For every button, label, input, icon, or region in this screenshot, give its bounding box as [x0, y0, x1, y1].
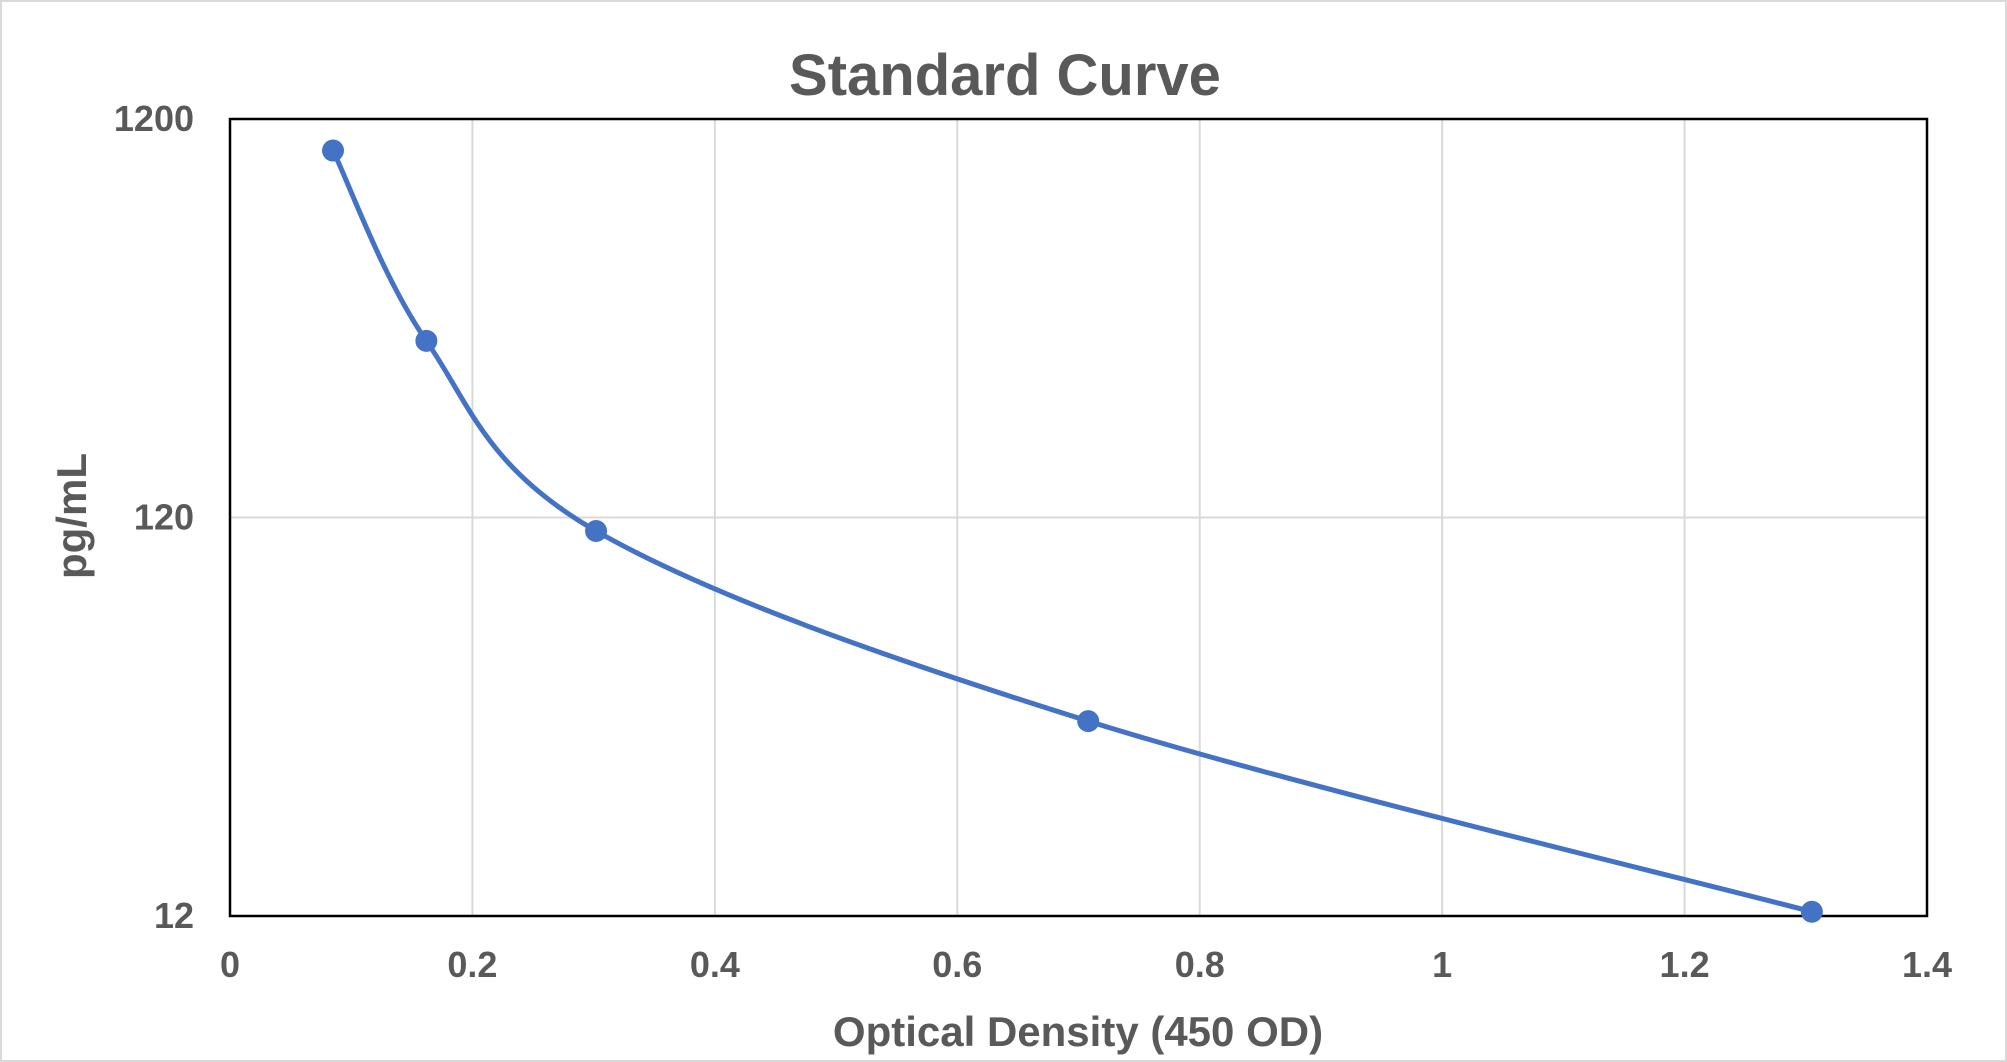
x-axis-title: Optical Density (450 OD)	[833, 1008, 1323, 1055]
x-tick-label: 0.8	[1175, 944, 1225, 985]
data-point	[1077, 710, 1100, 733]
data-series	[322, 139, 1823, 923]
y-tick-label: 1200	[114, 98, 194, 139]
x-axis-ticks: 0 0.2 0.4 0.6 0.8 1 1.2 1.4	[220, 944, 1952, 985]
y-tick-label: 12	[154, 895, 194, 936]
data-point	[585, 519, 608, 542]
gridlines	[229, 118, 1928, 917]
data-point	[322, 139, 345, 162]
data-point	[1800, 900, 1823, 923]
x-tick-label: 0	[220, 944, 240, 985]
y-axis-title: pg/mL	[48, 453, 95, 579]
plot-area-frame	[228, 117, 1929, 918]
y-axis-ticks: 12 120 1200	[114, 98, 194, 936]
x-tick-label: 0.2	[447, 944, 497, 985]
chart-title: Standard Curve	[789, 43, 1221, 108]
series-line	[330, 148, 1815, 915]
x-tick-label: 0.6	[932, 944, 982, 985]
x-tick-label: 1	[1432, 944, 1452, 985]
y-tick-label: 120	[134, 497, 194, 538]
x-tick-label: 1.2	[1660, 944, 1710, 985]
data-point	[415, 329, 438, 352]
x-tick-label: 1.4	[1902, 944, 1952, 985]
x-tick-label: 0.4	[690, 944, 740, 985]
